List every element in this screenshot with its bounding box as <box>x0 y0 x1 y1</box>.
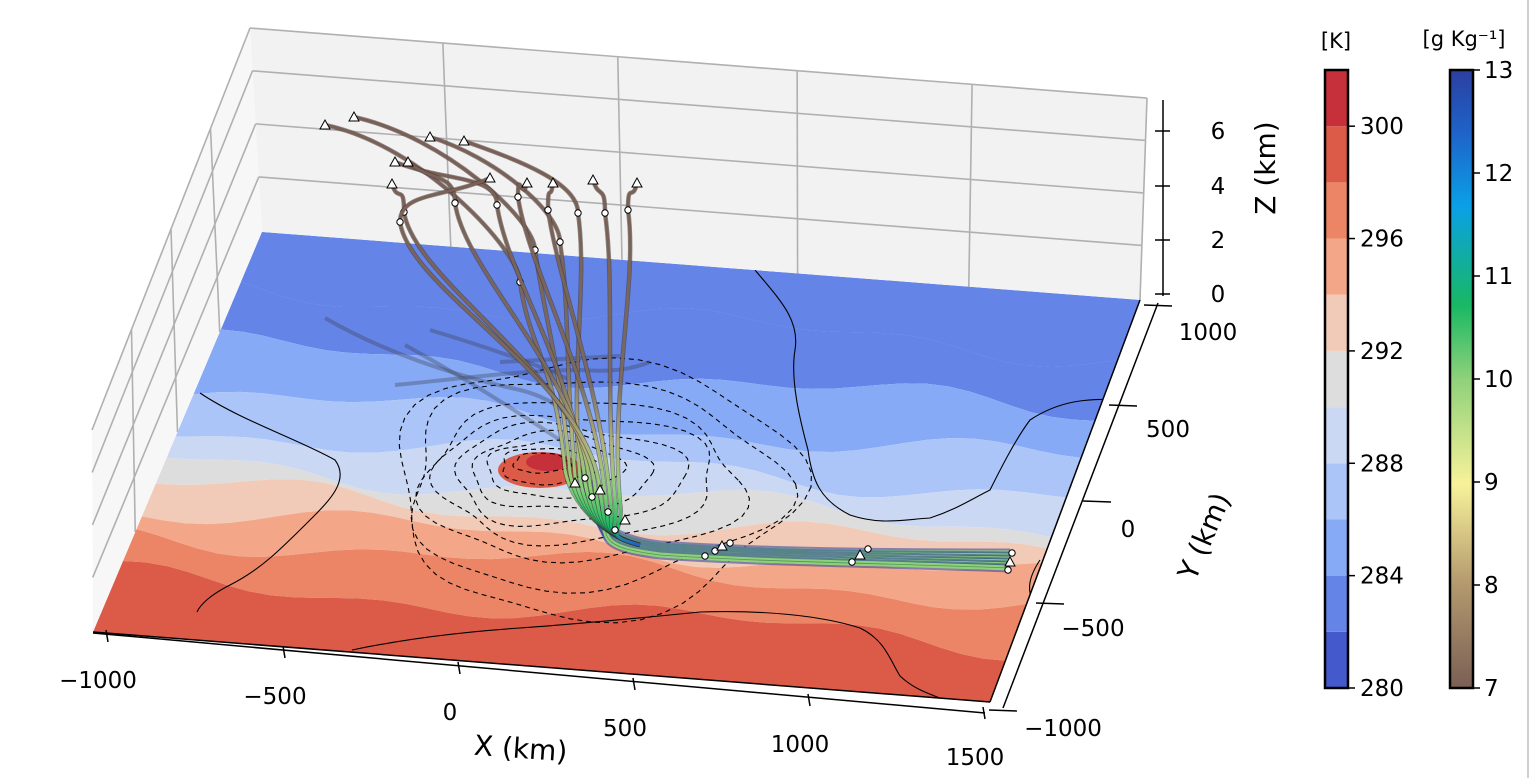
x-tick-label: −500 <box>243 684 306 710</box>
temperature-colorbar-band <box>1325 463 1348 520</box>
x-tick-label: −1000 <box>59 668 137 694</box>
trajectories <box>319 110 1016 574</box>
temperature-colorbar-band <box>1325 126 1348 183</box>
temperature-colorbar-band <box>1325 182 1348 239</box>
x-tick-label: 1500 <box>946 745 1005 771</box>
y-tick-label: 500 <box>1146 417 1190 443</box>
x-tick-label: 1000 <box>771 732 830 758</box>
x-tick-label: 0 <box>443 700 458 726</box>
temperature-colorbar-band <box>1325 70 1348 127</box>
humidity-colorbar-tick: 13 <box>1484 58 1513 84</box>
humidity-colorbar-tick: 10 <box>1484 367 1513 393</box>
floor-edges <box>92 299 1141 703</box>
z-tick-label: 6 <box>1211 119 1226 145</box>
temperature-colorbar-unit: [K] <box>1321 29 1351 53</box>
humidity-colorbar-tick: 9 <box>1484 470 1499 496</box>
temperature-colorbar-tick: 284 <box>1360 564 1404 590</box>
y-tick-label: 0 <box>1121 517 1136 543</box>
z-tick-label: 2 <box>1211 228 1226 254</box>
temperature-colorbar-band <box>1325 631 1348 688</box>
temperature-colorbar-tick: 280 <box>1360 676 1404 702</box>
temperature-colorbar-band <box>1325 519 1348 576</box>
temperature-colorbar-tick: 300 <box>1360 114 1404 140</box>
temperature-colorbar-tick: 296 <box>1360 227 1404 253</box>
y-tick-label: 1000 <box>1179 320 1238 346</box>
humidity-colorbar: [g Kg⁻¹] 7 8 9 10 11 12 13 <box>1423 27 1514 702</box>
temperature-colorbar-tick: 288 <box>1360 451 1404 477</box>
z-axis-label: Z (km) <box>1249 121 1282 214</box>
humidity-colorbar-tick: 11 <box>1484 264 1513 290</box>
z-axis: Z (km) 0 2 4 6 <box>1155 100 1282 308</box>
temperature-colorbar-band <box>1325 575 1348 632</box>
humidity-colorbar-unit: [g Kg⁻¹] <box>1423 27 1506 51</box>
temperature-colorbar-tick: 292 <box>1360 339 1404 365</box>
x-axis-label: X (km) <box>473 729 568 768</box>
temperature-colorbar-band <box>1325 350 1348 408</box>
temperature-colorbar-band <box>1325 238 1348 295</box>
temperature-colorbar-band <box>1325 294 1348 351</box>
z-tick-label: 0 <box>1211 282 1226 308</box>
humidity-colorbar-tick: 12 <box>1484 161 1513 187</box>
x-axis: X (km) −1000 −500 0 500 1000 1500 <box>59 629 1005 771</box>
solid-contours <box>196 269 1121 701</box>
y-tick-label: −1000 <box>1024 716 1102 742</box>
back-pane <box>250 28 1147 300</box>
temperature-colorbar-band <box>1325 407 1348 464</box>
temperature-colorbar: [K] 280 284 288 292 296 300 <box>1321 29 1404 702</box>
warm-core <box>498 452 582 488</box>
z-tick-label: 4 <box>1211 174 1226 200</box>
humidity-colorbar-tick: 7 <box>1484 676 1499 702</box>
y-axis-label: Y (km) <box>1171 488 1237 586</box>
x-tick-label: 500 <box>603 716 647 742</box>
y-tick-label: −500 <box>1061 616 1124 642</box>
humidity-colorbar-tick: 8 <box>1484 573 1499 599</box>
side-grid <box>91 27 260 578</box>
